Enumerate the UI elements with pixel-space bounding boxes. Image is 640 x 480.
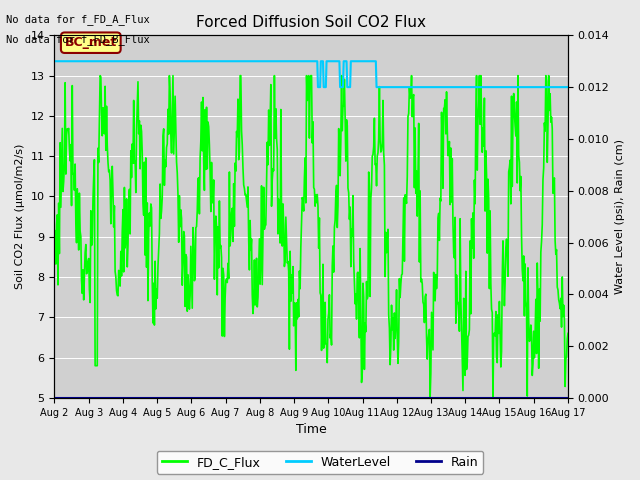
Y-axis label: Water Level (psi), Rain (cm): Water Level (psi), Rain (cm): [615, 139, 625, 294]
Text: No data for f_FD_B_Flux: No data for f_FD_B_Flux: [6, 34, 150, 45]
X-axis label: Time: Time: [296, 423, 326, 436]
Y-axis label: Soil CO2 Flux (μmol/m2/s): Soil CO2 Flux (μmol/m2/s): [15, 144, 25, 289]
Legend: FD_C_Flux, WaterLevel, Rain: FD_C_Flux, WaterLevel, Rain: [157, 451, 483, 474]
Title: Forced Diffusion Soil CO2 Flux: Forced Diffusion Soil CO2 Flux: [196, 15, 426, 30]
Text: No data for f_FD_A_Flux: No data for f_FD_A_Flux: [6, 14, 150, 25]
Text: BC_met: BC_met: [65, 36, 117, 49]
